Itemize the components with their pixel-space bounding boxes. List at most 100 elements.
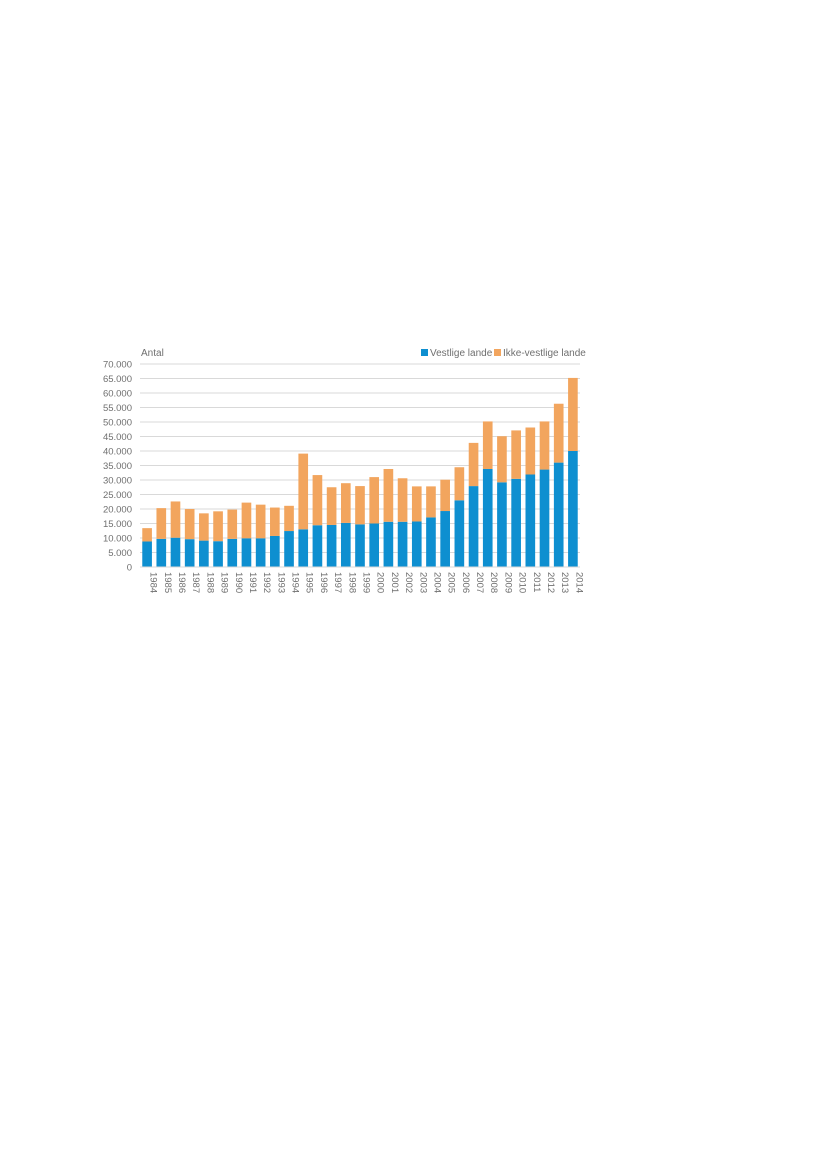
x-tick-label: 1987 [190,572,201,593]
bar-vestlige-1990 [227,538,238,567]
x-tick-label: 2001 [389,572,400,593]
bar-ikke-vestlige-2007 [468,442,479,487]
x-tick-label: 2003 [417,572,428,593]
x-tick-label: 1991 [247,572,258,593]
y-axis-unit-label: Antal [141,348,164,359]
bar-ikke-vestlige-2001 [383,468,394,522]
y-tick-label: 65.000 [103,374,132,385]
x-tick-label: 1999 [361,572,372,593]
x-tick-label: 1995 [304,572,315,593]
legend-label-ikke-vestlige: Ikke-vestlige lande [503,348,586,359]
x-tick-label: 1985 [162,572,173,593]
x-tick-labels: 1984 1985 1986 1987 1988 1989 1990 1991 1992 1993… [148,572,585,593]
y-tick-label: 30.000 [103,476,132,487]
y-tick-label: 5.000 [108,548,132,559]
x-tick-label: 1997 [332,572,343,593]
bar-vestlige-2014 [568,451,578,567]
bar-vestlige-1989 [213,541,223,567]
bar-vestlige-1997 [326,524,337,567]
bar-vestlige-2006 [454,500,465,567]
bar-ikke-vestlige-2005 [440,479,450,512]
bar-ikke-vestlige-2009 [497,436,507,483]
bar-ikke-vestlige-1988 [199,513,209,541]
bar-vestlige-1996 [312,525,323,567]
y-tick-label: 45.000 [103,432,132,443]
y-tick-label: 35.000 [103,461,132,472]
bar-ikke-vestlige-1985 [156,508,167,539]
x-tick-label: 1994 [290,572,301,593]
bar-ikke-vestlige-2010 [511,430,521,479]
bar-vestlige-2011 [525,474,536,567]
bar-ikke-vestlige-1984 [142,528,152,542]
x-tick-label: 1993 [275,572,286,593]
x-tick-label: 2005 [446,572,457,593]
bar-vestlige-1993 [270,535,280,567]
y-tick-label: 20.000 [103,505,132,516]
x-tick-label: 2009 [502,572,513,593]
y-tick-label: 50.000 [103,418,132,429]
bar-vestlige-1998 [340,522,351,567]
y-tick-label: 55.000 [103,403,132,414]
bar-vestlige-1999 [355,524,365,567]
bar-ikke-vestlige-1990 [227,509,238,539]
bar-ikke-vestlige-2004 [426,486,436,518]
y-tick-label: 10.000 [103,534,132,545]
bar-vestlige-1992 [255,538,266,567]
bar-vestlige-1994 [284,531,294,567]
bar-vestlige-2005 [440,511,450,567]
legend-swatch-vestlige [421,349,428,356]
bar-ikke-vestlige-2012 [539,421,550,470]
bars [142,377,578,567]
legend-swatch-ikke-vestlige [494,349,501,356]
x-tick-label: 1996 [318,572,329,593]
y-tick-labels: 0 5.000 10.000 15.000 20.000 25.000 30.000 35.0… [103,360,132,574]
bar-vestlige-2013 [553,462,564,567]
bar-vestlige-2009 [497,482,507,567]
x-tick-label: 2012 [545,572,556,593]
bar-ikke-vestlige-1994 [284,505,294,532]
bar-ikke-vestlige-2006 [454,467,465,501]
bar-vestlige-2002 [397,521,408,567]
bar-ikke-vestlige-2014 [568,377,578,451]
x-tick-label: 2010 [517,572,528,593]
bar-vestlige-2004 [426,517,436,567]
y-tick-label: 25.000 [103,490,132,501]
bar-vestlige-1995 [298,529,309,567]
x-tick-label: 1988 [204,572,215,593]
x-tick-label: 1992 [261,572,272,593]
bar-ikke-vestlige-1987 [184,509,195,540]
y-tick-label: 40.000 [103,447,132,458]
x-tick-label: 2013 [559,572,570,593]
bar-ikke-vestlige-2000 [369,477,380,524]
bar-ikke-vestlige-1991 [241,502,252,539]
bar-vestlige-2003 [411,521,422,567]
bar-ikke-vestlige-2013 [553,403,564,463]
bar-vestlige-2012 [539,469,550,567]
bar-vestlige-1986 [170,537,181,567]
bar-vestlige-1984 [142,541,152,567]
bar-vestlige-1988 [199,540,209,567]
x-tick-label: 2002 [403,572,414,593]
bar-vestlige-2000 [369,523,380,567]
bar-ikke-vestlige-1993 [270,507,280,536]
bar-ikke-vestlige-1992 [255,504,266,539]
x-tick-label: 2006 [460,572,471,593]
bar-ikke-vestlige-1997 [326,487,337,525]
bar-ikke-vestlige-1989 [213,511,223,542]
x-tick-label: 1989 [219,572,230,593]
bar-ikke-vestlige-1986 [170,501,181,538]
bar-ikke-vestlige-1998 [340,483,351,523]
bar-vestlige-2008 [482,468,493,567]
bar-vestlige-2001 [383,521,394,567]
bar-vestlige-1987 [184,539,195,567]
bar-vestlige-1991 [241,538,252,567]
bar-ikke-vestlige-2002 [397,478,408,522]
legend-label-vestlige: Vestlige lande [430,348,493,359]
bar-ikke-vestlige-2003 [411,486,422,522]
bar-ikke-vestlige-2011 [525,427,536,475]
x-tick-label: 1984 [148,572,159,593]
x-tick-label: 2011 [531,572,542,592]
bar-vestlige-2010 [511,478,521,567]
y-tick-label: 0 [127,563,132,574]
x-tick-label: 2000 [375,572,386,593]
